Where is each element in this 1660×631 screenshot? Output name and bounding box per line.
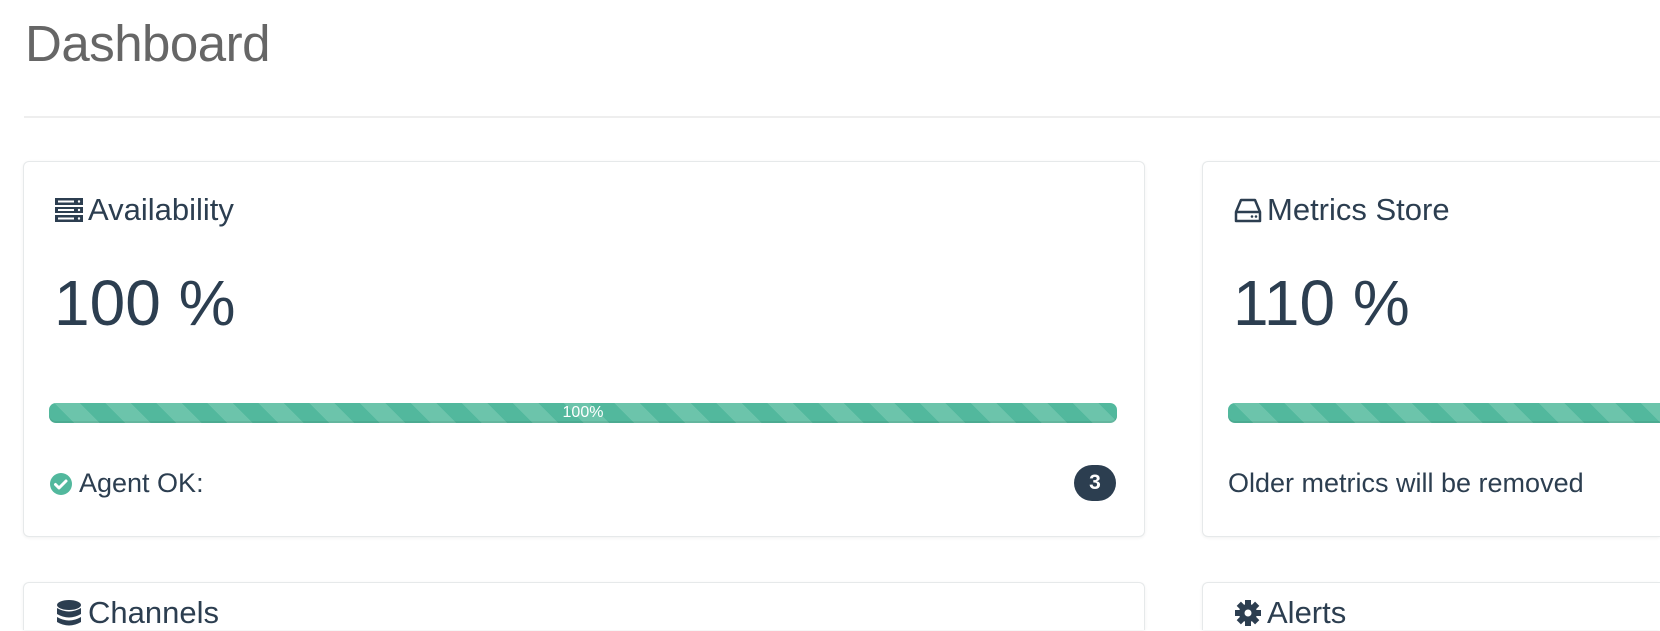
server-icon (55, 198, 83, 222)
alerts-card: Alerts (1202, 582, 1660, 630)
agent-status-label: Agent OK: (79, 468, 204, 498)
divider (24, 116, 1660, 118)
gear-icon (1235, 600, 1261, 626)
check-circle-icon (50, 472, 72, 495)
hard-drive-icon (1234, 198, 1262, 223)
agent-count-badge: 3 (1074, 465, 1116, 501)
page-title: Dashboard (25, 15, 271, 72)
availability-card: Availability 100 % 100% Agent OK: 3 (23, 161, 1145, 537)
metrics-store-card: Metrics Store 110 % Older metrics will b… (1202, 161, 1660, 537)
availability-progress-bar: 100% (49, 403, 1117, 423)
card-title: Metrics Store (1267, 192, 1450, 227)
metrics-store-progress-bar (1228, 403, 1660, 423)
channels-card: Channels (23, 582, 1145, 630)
progress-label: 100% (562, 404, 604, 421)
metrics-store-note: Older metrics will be removed (1228, 468, 1584, 498)
availability-value: 100 % (54, 267, 236, 339)
card-title: Alerts (1267, 595, 1347, 630)
card-title: Channels (88, 595, 219, 630)
database-icon (57, 600, 81, 626)
card-title: Availability (88, 192, 234, 227)
metrics-store-value: 110 % (1233, 267, 1410, 339)
